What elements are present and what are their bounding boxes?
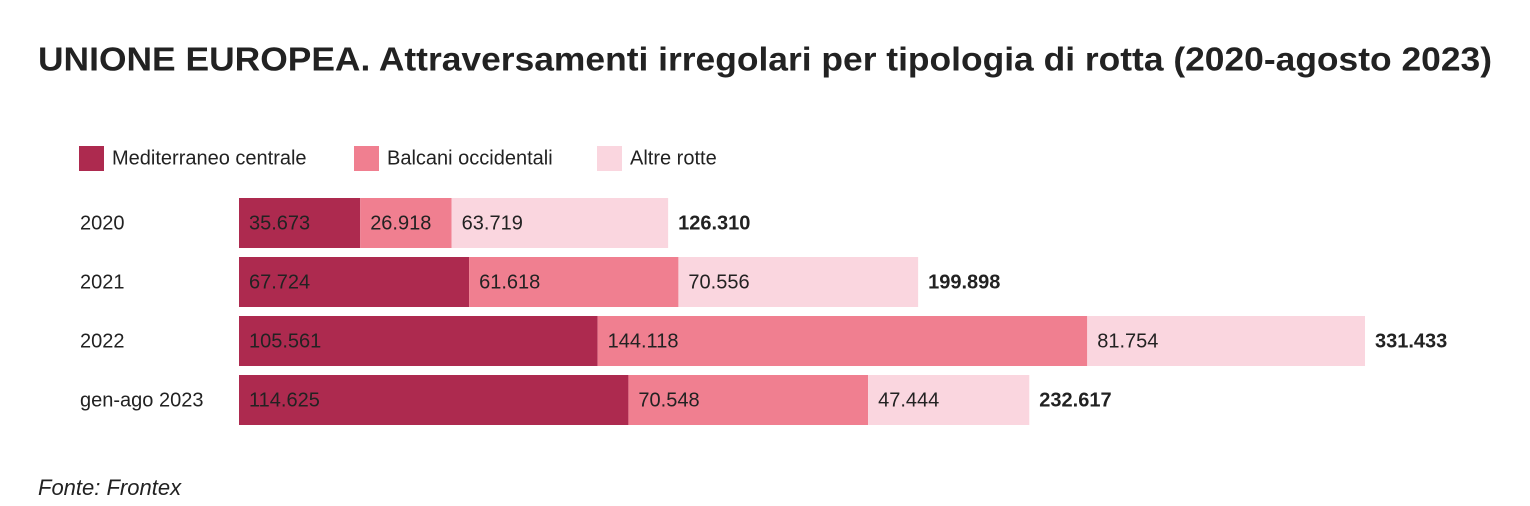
bar-segment xyxy=(239,257,470,307)
total-label: 331.433 xyxy=(1375,330,1447,352)
bar-segment xyxy=(239,316,598,366)
bar-segment xyxy=(469,257,679,307)
bar-segment xyxy=(451,198,669,248)
total-label: 126.310 xyxy=(678,212,750,234)
bar-segment xyxy=(239,198,361,248)
bar-segment xyxy=(239,375,629,425)
bar-segment xyxy=(628,375,869,425)
total-label: 232.617 xyxy=(1039,389,1111,411)
value-label: 70.548 xyxy=(638,389,699,411)
category-label: 2020 xyxy=(80,212,125,234)
legend-swatch xyxy=(597,146,622,171)
total-label: 199.898 xyxy=(928,271,1000,293)
value-label: 35.673 xyxy=(249,212,310,234)
value-label: 70.556 xyxy=(688,271,749,293)
chart-title: UNIONE EUROPEA. Attraversamenti irregola… xyxy=(38,41,1492,78)
bar-segment xyxy=(1087,316,1365,366)
category-label: 2022 xyxy=(80,330,125,352)
bar-segment xyxy=(868,375,1030,425)
legend-swatch xyxy=(354,146,379,171)
legend-swatch xyxy=(79,146,104,171)
value-label: 61.618 xyxy=(479,271,540,293)
value-label: 144.118 xyxy=(608,330,679,352)
bar-segment xyxy=(597,316,1088,366)
legend-label: Altre rotte xyxy=(630,147,717,169)
value-label: 47.444 xyxy=(878,389,939,411)
value-label: 105.561 xyxy=(249,330,321,352)
bar-segment xyxy=(360,198,452,248)
source: Fonte: Frontex xyxy=(38,475,182,500)
value-label: 67.724 xyxy=(249,271,310,293)
legend-label: Mediterraneo centrale xyxy=(112,147,307,169)
value-label: 114.625 xyxy=(249,389,320,411)
category-label: 2021 xyxy=(80,271,125,293)
value-label: 81.754 xyxy=(1097,330,1158,352)
value-label: 63.719 xyxy=(462,212,523,234)
category-label: gen-ago 2023 xyxy=(80,389,203,411)
legend-label: Balcani occidentali xyxy=(387,147,553,169)
bar-segment xyxy=(678,257,919,307)
value-label: 26.918 xyxy=(370,212,431,234)
